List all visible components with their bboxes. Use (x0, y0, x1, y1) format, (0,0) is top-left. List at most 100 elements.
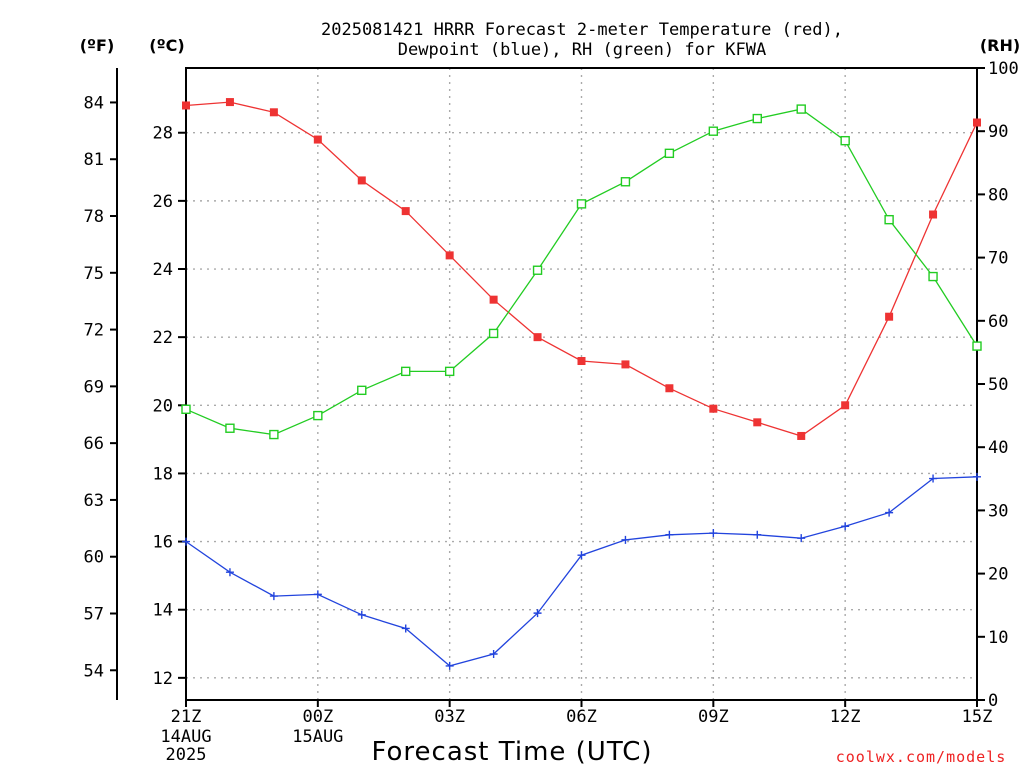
temperature-point (885, 312, 894, 321)
temperature-point (269, 108, 278, 117)
x-tick-sublabel: 14AUG (160, 727, 211, 747)
temperature-point (225, 98, 234, 107)
dewpoint-point (973, 472, 981, 481)
x-tick-label: 09Z (698, 707, 729, 727)
rh-tick-label: 40 (988, 438, 1008, 458)
rh-point (181, 404, 191, 414)
rh-tick-label: 0 (988, 691, 998, 711)
fahrenheit-tick-label: 66 (84, 434, 104, 454)
axes: 12 14 16 18 20 22 24 26 28 54 57 60 63 66 69 72 75 78 81 84… (84, 59, 1019, 765)
x-tick-label: 12Z (830, 707, 861, 727)
rh-point (532, 265, 543, 275)
dewpoint-point (885, 508, 894, 517)
temperature-point (709, 404, 718, 413)
temperature-point (357, 176, 366, 185)
dewpoint-point (797, 534, 806, 543)
rh-point (269, 429, 279, 440)
rh-tick-label: 50 (988, 375, 1008, 395)
rh-point (664, 148, 675, 159)
rh-tick-label: 10 (988, 628, 1008, 648)
fahrenheit-tick-label: 54 (84, 661, 104, 681)
temperature-point (665, 384, 674, 393)
x-tick-label: 00Z (302, 707, 333, 727)
dewpoint-point (929, 474, 938, 483)
dewpoint-point (665, 530, 674, 539)
temperature-point (621, 360, 630, 369)
chart-title-line-1: 2025081421 HRRR Forecast 2-meter Tempera… (321, 20, 843, 40)
rh-tick-label: 100 (988, 59, 1019, 79)
rh-tick-label: 80 (988, 185, 1008, 205)
dewpoint-point (445, 661, 454, 670)
temperature-point (445, 251, 454, 260)
rh-tick-label: 70 (988, 249, 1008, 269)
plot-frame (116, 67, 978, 701)
dewpoint-point (225, 568, 234, 577)
x-tick-label: 21Z (171, 707, 202, 727)
celsius-tick-label: 16 (153, 533, 173, 553)
dewpoint-point (401, 624, 410, 633)
celsius-tick-label: 18 (153, 464, 173, 484)
rh-point (752, 113, 762, 124)
dewpoint-point (577, 551, 586, 560)
temperature-point (489, 295, 498, 304)
dewpoint-point (357, 610, 366, 619)
dewpoint-point (489, 650, 498, 659)
celsius-tick-label: 12 (153, 669, 173, 689)
rh-point (488, 328, 499, 339)
fahrenheit-tick-label: 57 (84, 604, 104, 624)
temperature-point (973, 118, 981, 127)
rh-point (357, 385, 367, 396)
grid-lines (186, 68, 977, 700)
x-tick-label: 06Z (566, 707, 597, 727)
rh-point (401, 366, 411, 377)
rh-point (225, 423, 235, 433)
fahrenheit-tick-label: 84 (84, 93, 104, 113)
temperature-point (797, 431, 806, 440)
dewpoint-point (313, 590, 322, 599)
rh-point (840, 135, 850, 146)
rh-point (972, 341, 982, 351)
rh-point (796, 104, 806, 114)
fahrenheit-tick-label: 78 (84, 207, 104, 227)
x-tick-sublabel: 15AUG (292, 727, 343, 747)
temperature-point (533, 333, 542, 342)
celsius-tick-label: 22 (153, 328, 173, 348)
fahrenheit-tick-label: 72 (84, 321, 104, 341)
series-markers (181, 98, 982, 670)
dewpoint-point (709, 529, 718, 538)
dewpoint-point (841, 522, 850, 531)
rh-point (884, 214, 894, 225)
rh-point (576, 199, 587, 209)
rh-point (313, 410, 323, 421)
x-tick-label: 15Z (962, 707, 993, 727)
credit-text: coolwx.com/models (836, 748, 1007, 766)
rh-tick-label: 60 (988, 312, 1008, 332)
dewpoint-point (621, 535, 630, 544)
rh-tick-label: 90 (988, 122, 1008, 142)
temperature-point (577, 357, 586, 366)
rh-unit-label: (RH) (980, 36, 1020, 55)
fahrenheit-tick-label: 69 (84, 377, 104, 397)
celsius-tick-label: 24 (153, 260, 173, 280)
rh-point (708, 126, 719, 136)
celsius-tick-label: 14 (153, 601, 173, 621)
dewpoint-point (269, 592, 278, 601)
temperature-point (182, 101, 190, 110)
fahrenheit-tick-label: 63 (84, 491, 104, 511)
chart-title-line-2: Dewpoint (blue), RH (green) for KFWA (398, 40, 766, 60)
dewpoint-line (185, 476, 978, 667)
dewpoint-point (533, 609, 542, 618)
fahrenheit-tick-label: 60 (84, 548, 104, 568)
celsius-tick-label: 28 (153, 124, 173, 144)
fahrenheit-unit-label: (ºF) (80, 36, 115, 55)
rh-tick-label: 30 (988, 501, 1008, 521)
fahrenheit-tick-label: 81 (84, 150, 104, 170)
temperature-point (313, 135, 322, 144)
x-tick-label: 03Z (434, 707, 465, 727)
dewpoint-point (753, 530, 762, 539)
temperature-point (929, 210, 938, 219)
celsius-unit-label: (ºC) (149, 36, 184, 55)
temperature-point (401, 207, 410, 216)
rh-point (620, 177, 631, 187)
